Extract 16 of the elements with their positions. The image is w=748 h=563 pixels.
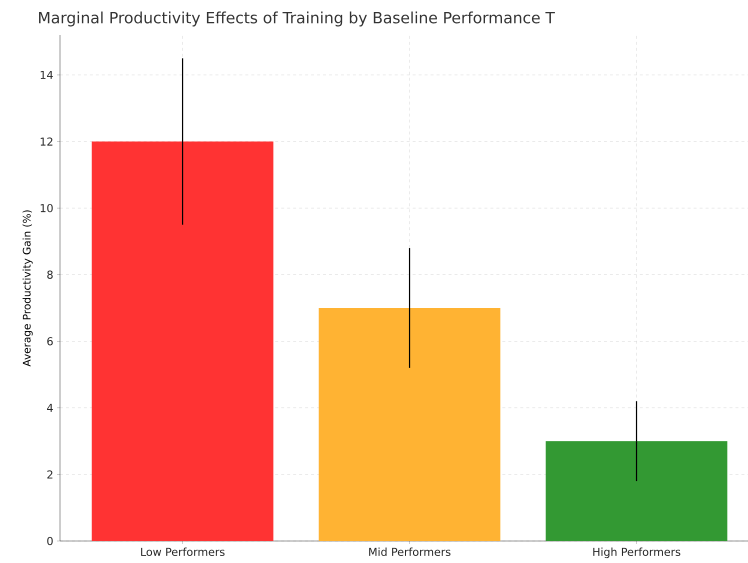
- y-tick-label: 4: [47, 404, 53, 412]
- y-tick-label: 12: [40, 137, 52, 146]
- x-tick-label: High Performers: [593, 548, 680, 558]
- y-tick-label: 8: [47, 270, 53, 279]
- y-tick-label: 0: [47, 536, 53, 546]
- chart-title: Marginal Productivity Effects of Training by Baseline Performance T: [39, 12, 555, 26]
- bar: [92, 142, 274, 541]
- x-tick-label: Mid Performers: [369, 548, 450, 556]
- y-tick-label: 6: [47, 337, 53, 346]
- y-axis-title: Average Productivity Gain (%): [22, 210, 33, 366]
- bar: [546, 441, 728, 541]
- y-tick-label: 2: [47, 470, 52, 478]
- y-tick-label: 14: [40, 70, 53, 79]
- x-tick-label: Low Performers: [141, 548, 225, 556]
- bar: [318, 308, 500, 541]
- y-tick-label: 10: [40, 204, 53, 212]
